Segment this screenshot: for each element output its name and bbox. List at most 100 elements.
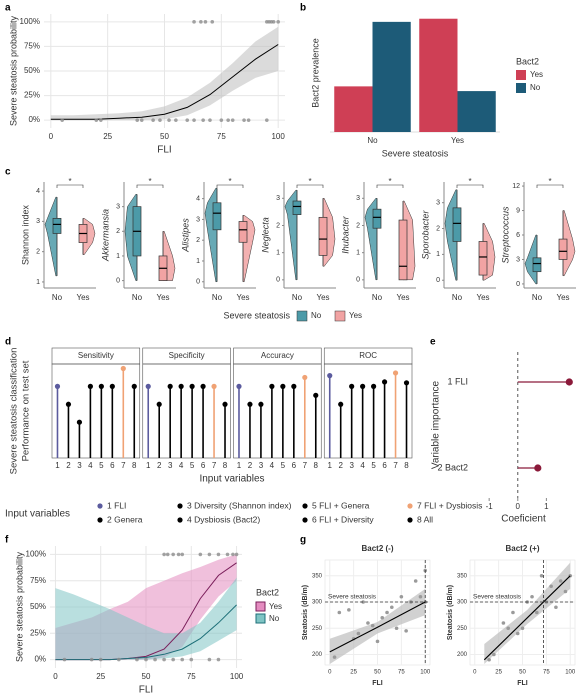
box <box>238 221 248 243</box>
x-tick-label: 25 <box>103 132 112 141</box>
point <box>231 552 235 557</box>
annotation: Severe steatosis <box>328 594 377 601</box>
x-tick-label: 5 <box>371 461 376 470</box>
y-tick-label: 2 <box>196 237 200 244</box>
point <box>198 552 203 557</box>
point <box>94 118 99 122</box>
bar <box>372 21 411 132</box>
x-tick-label: 100 <box>565 670 576 676</box>
dot <box>247 401 253 407</box>
dot <box>120 365 126 372</box>
dot <box>222 401 228 407</box>
legend-label: 2 Genera <box>107 514 143 524</box>
legend-title: Input variables <box>5 509 70 520</box>
legend-key <box>302 503 308 509</box>
significance-bracket <box>56 184 84 188</box>
point <box>515 631 520 636</box>
point <box>265 118 269 122</box>
legend-key <box>177 517 183 523</box>
dot <box>269 383 275 389</box>
dot <box>54 383 61 389</box>
legend-key <box>334 310 346 322</box>
box <box>532 257 542 273</box>
x-tick-label: Yes <box>76 293 89 302</box>
point <box>135 657 139 662</box>
point <box>558 579 563 583</box>
y-tick-label: 2 <box>356 222 360 229</box>
dot <box>338 401 344 407</box>
y-tick-label: 2 <box>436 225 440 232</box>
y-tick-label: 25% <box>24 91 40 100</box>
dot <box>87 383 93 389</box>
y-tick-label: 0 <box>116 277 120 284</box>
dot <box>313 392 319 398</box>
y-tick-label: 100% <box>20 17 40 26</box>
point <box>201 118 205 122</box>
y-axis-label: Performance on test set <box>21 360 32 461</box>
x-tick-label: No <box>212 293 223 302</box>
x-tick-label: No <box>132 293 143 302</box>
legend-key <box>407 503 413 509</box>
dot <box>291 383 297 389</box>
dot <box>381 379 388 385</box>
legend-key <box>516 70 526 80</box>
legend-label: 4 Dysbiosis (Bact2) <box>187 514 260 524</box>
point <box>520 626 525 631</box>
point <box>176 552 181 557</box>
y-tick-label: 250 <box>457 626 468 632</box>
dot <box>371 383 377 389</box>
point <box>219 118 224 122</box>
point <box>185 118 190 122</box>
y-tick-label: 50% <box>24 66 40 75</box>
significance-label: * <box>68 177 71 186</box>
panel-letter: g <box>300 535 306 546</box>
legend-label: No <box>530 83 541 92</box>
box <box>212 202 222 231</box>
point <box>171 657 175 662</box>
x-tick-label: 25 <box>495 670 502 676</box>
y-tick-label: 6 <box>516 232 520 239</box>
legend-label: 3 Diversity (Shannon index) <box>187 500 292 510</box>
point <box>554 605 558 610</box>
point <box>370 623 375 628</box>
y-tick-label: 0% <box>28 115 40 124</box>
dot <box>211 383 217 389</box>
x-axis-label: FLI <box>517 680 528 687</box>
y-tick-label: 1 FLI <box>447 376 468 386</box>
point <box>208 118 212 122</box>
point <box>165 552 170 557</box>
point <box>153 657 157 662</box>
box <box>452 207 462 242</box>
x-tick-label: 7 <box>212 461 217 470</box>
point <box>98 657 103 662</box>
point <box>385 610 389 615</box>
bar <box>457 91 496 132</box>
panel-letter: c <box>5 167 11 178</box>
dot <box>178 383 184 389</box>
panel-letter: f <box>5 535 9 546</box>
y-tick-label: 350 <box>457 573 468 579</box>
legend-label: Yes <box>349 311 362 320</box>
dot <box>258 401 264 407</box>
point <box>375 639 380 644</box>
y-axis-label: Severe steatosis probability <box>14 551 24 662</box>
legend-label: Yes <box>269 602 282 611</box>
x-tick-label: -1 <box>486 502 494 511</box>
legend-key <box>97 503 103 509</box>
y-tick-label: 1 <box>196 258 200 265</box>
x-tick-label: 1 <box>544 502 549 511</box>
point <box>356 631 361 636</box>
dot <box>534 464 542 472</box>
point <box>174 118 178 122</box>
y-tick-label: 2 <box>116 228 120 235</box>
x-tick-label: 100 <box>230 672 244 681</box>
x-tick-label: 6 <box>201 461 206 470</box>
x-tick-label: 2 <box>157 461 162 470</box>
point <box>192 20 196 24</box>
legend-key <box>97 517 103 523</box>
x-tick-label: 50 <box>519 670 526 676</box>
x-tick-label: 8 <box>132 461 137 470</box>
x-tick-label: 4 <box>360 461 365 470</box>
dot <box>360 383 366 389</box>
x-tick-label: 6 <box>110 461 115 470</box>
